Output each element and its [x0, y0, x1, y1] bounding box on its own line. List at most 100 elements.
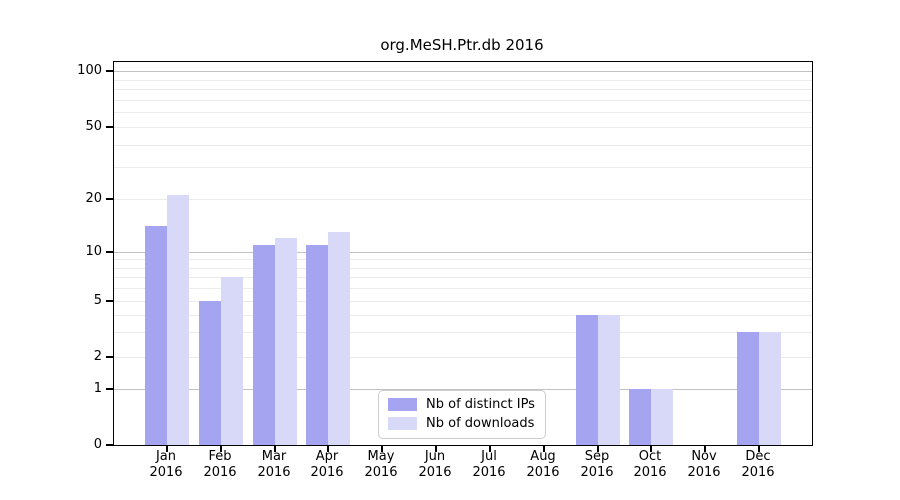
- gridline-minor: [114, 315, 812, 316]
- x-tick-label-year: 2016: [633, 465, 667, 480]
- y-tick: [106, 70, 113, 72]
- x-tick: [704, 446, 706, 452]
- legend-item: Nb of distinct IPs: [388, 397, 535, 412]
- x-tick-label-month: Dec: [745, 449, 771, 464]
- x-tick: [489, 446, 491, 452]
- gridline-minor: [114, 357, 812, 358]
- x-tick-label: Jan 2016: [138, 449, 194, 481]
- x-tick-label-year: 2016: [310, 465, 344, 480]
- x-tick-label-month: Oct: [638, 449, 662, 464]
- x-tick-label-year: 2016: [257, 465, 291, 480]
- gridline-minor: [114, 112, 812, 113]
- gridline-minor: [114, 80, 812, 81]
- gridline-major: [114, 71, 812, 72]
- x-tick-label: Jul 2016: [461, 449, 517, 481]
- legend: Nb of distinct IPs Nb of downloads: [378, 390, 546, 439]
- y-tick: [106, 356, 113, 358]
- y-tick-label: 20: [85, 191, 102, 206]
- x-tick-label-month: Sep: [584, 449, 610, 464]
- x-tick-label-year: 2016: [526, 465, 560, 480]
- x-tick-label-year: 2016: [418, 465, 452, 480]
- y-tick-label: 5: [93, 293, 102, 308]
- y-tick: [106, 126, 113, 128]
- x-tick-label: Oct 2016: [622, 449, 678, 481]
- legend-label: Nb of downloads: [426, 416, 535, 431]
- x-tick-label: Apr 2016: [299, 449, 355, 481]
- bar-mar-downloads: [275, 238, 297, 445]
- chart-title: org.MeSH.Ptr.db 2016: [380, 36, 544, 54]
- bars-layer: [114, 62, 812, 445]
- x-tick-label-year: 2016: [203, 465, 237, 480]
- y-tick-label: 10: [85, 244, 102, 259]
- x-tick-label-month: Jan: [155, 449, 177, 464]
- bar-oct-distinct-ips: [629, 389, 651, 445]
- gridline-minor: [114, 332, 812, 333]
- y-tick: [106, 300, 113, 302]
- x-tick-label-year: 2016: [472, 465, 506, 480]
- bar-sep-distinct-ips: [576, 315, 598, 445]
- x-tick-label-month: Mar: [261, 449, 287, 464]
- y-tick: [106, 251, 113, 253]
- gridline-minor: [114, 167, 812, 168]
- bar-dec-downloads: [759, 332, 781, 445]
- x-tick: [327, 446, 329, 452]
- bar-dec-distinct-ips: [737, 332, 759, 445]
- y-tick-label: 2: [93, 349, 102, 364]
- gridline-minor: [114, 89, 812, 90]
- x-tick: [220, 446, 222, 452]
- x-tick: [435, 446, 437, 452]
- x-tick: [166, 446, 168, 452]
- x-tick-label: Feb 2016: [192, 449, 248, 481]
- y-tick-label: 0: [93, 437, 102, 452]
- y-tick-label: 50: [85, 119, 102, 134]
- gridline-minor: [114, 301, 812, 302]
- bar-sep-downloads: [598, 315, 620, 445]
- legend-swatch: [388, 398, 417, 411]
- x-tick-label: Mar 2016: [246, 449, 302, 481]
- gridline-major: [114, 252, 812, 253]
- grid-layer: [114, 62, 812, 445]
- y-tick-label: 100: [77, 63, 102, 78]
- legend-label: Nb of distinct IPs: [426, 397, 535, 412]
- x-tick-label-month: Jun: [424, 449, 446, 464]
- gridline-minor: [114, 259, 812, 260]
- x-tick: [274, 446, 276, 452]
- x-tick: [543, 446, 545, 452]
- legend-item: Nb of downloads: [388, 416, 535, 431]
- gridline-minor: [114, 288, 812, 289]
- x-tick-label: Sep 2016: [569, 449, 625, 481]
- x-tick-label-month: Feb: [208, 449, 232, 464]
- x-tick-label-year: 2016: [687, 465, 721, 480]
- x-tick-label: Aug 2016: [515, 449, 571, 481]
- y-tick: [106, 444, 113, 446]
- gridline-minor: [114, 127, 812, 128]
- legend-swatch: [388, 417, 417, 430]
- bar-mar-distinct-ips: [253, 245, 275, 445]
- x-tick-label-year: 2016: [149, 465, 183, 480]
- x-tick-label-year: 2016: [580, 465, 614, 480]
- x-tick: [597, 446, 599, 452]
- bar-jan-downloads: [167, 195, 189, 445]
- x-tick-label-month: Nov: [691, 449, 717, 464]
- x-tick: [381, 446, 383, 452]
- bar-feb-distinct-ips: [199, 301, 221, 445]
- y-tick-label: 1: [93, 381, 102, 396]
- x-tick: [650, 446, 652, 452]
- x-tick-label-month: Jul: [481, 449, 497, 464]
- x-tick: [758, 446, 760, 452]
- bar-apr-distinct-ips: [306, 245, 328, 445]
- x-tick-label-year: 2016: [741, 465, 775, 480]
- plot-area: Nb of distinct IPs Nb of downloads: [113, 61, 813, 446]
- gridline-minor: [114, 268, 812, 269]
- x-tick-label: Nov 2016: [676, 449, 732, 481]
- bar-apr-downloads: [328, 232, 350, 445]
- x-tick-label-year: 2016: [364, 465, 398, 480]
- x-tick-label: Dec 2016: [730, 449, 786, 481]
- bar-feb-downloads: [221, 277, 243, 445]
- gridline-major: [114, 389, 812, 390]
- y-tick: [106, 198, 113, 200]
- x-tick-label-month: Aug: [530, 449, 556, 464]
- x-tick-label-month: Apr: [315, 449, 339, 464]
- gridline-minor: [114, 277, 812, 278]
